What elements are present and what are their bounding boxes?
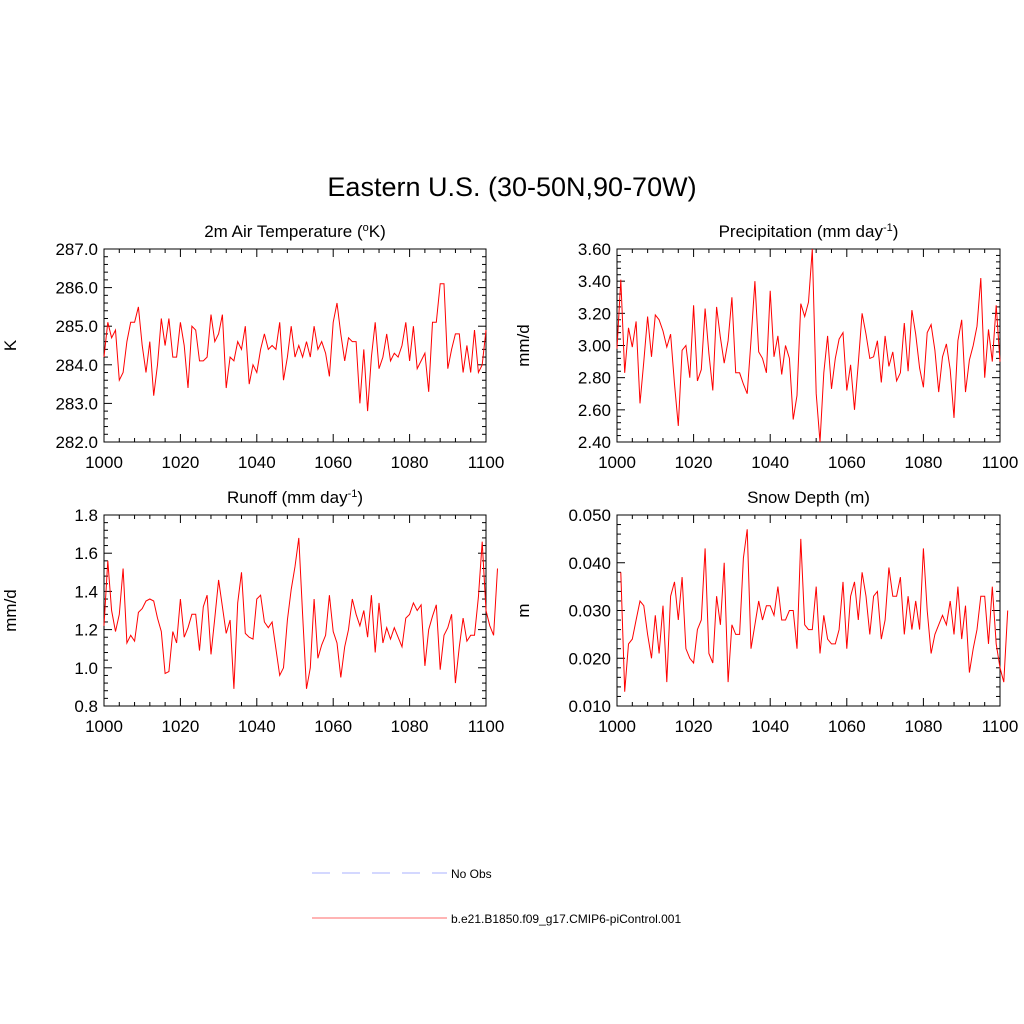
x-tick-label: 1060 <box>314 717 352 736</box>
series-line <box>616 248 1001 443</box>
y-tick-label: 0.040 <box>568 554 611 573</box>
series-line <box>103 283 487 412</box>
y-tick-label: 2.40 <box>578 433 611 452</box>
x-tick-label: 1080 <box>904 717 942 736</box>
y-tick-label: 3.40 <box>578 272 611 291</box>
y-tick-label: 286.0 <box>55 279 98 298</box>
x-tick-label: 1060 <box>314 453 352 472</box>
y-tick-label: 3.20 <box>578 304 611 323</box>
x-tick-label: 1040 <box>238 453 276 472</box>
x-tick-label: 1000 <box>598 453 636 472</box>
y-tick-label: 282.0 <box>55 433 98 452</box>
panel-1: 1000 1020 1040 1060 1080 1100 282.0 283.0 284.0 2… <box>1 222 504 472</box>
plot-frame <box>616 248 1001 443</box>
y-axis-label: mm/d <box>1 589 20 632</box>
panel-title: Runoff (mm day-1) <box>227 488 363 507</box>
series-line <box>103 537 498 689</box>
y-axis-label: mm/d <box>514 324 533 367</box>
y-tick-label: 2.80 <box>578 369 611 388</box>
panel-title: Snow Depth (m) <box>747 488 870 507</box>
x-tick-label: 1040 <box>751 717 789 736</box>
x-tick-label: 1100 <box>468 717 505 736</box>
legend-label-no-obs: No Obs <box>451 867 492 881</box>
y-tick-label: 3.00 <box>578 337 611 356</box>
x-tick-label: 1100 <box>982 717 1019 736</box>
x-tick-label: 1080 <box>391 453 429 472</box>
series-line <box>620 529 1009 692</box>
y-tick-label: 0.8 <box>74 697 98 716</box>
x-tick-label: 1080 <box>391 717 429 736</box>
x-tick-label: 1060 <box>828 717 866 736</box>
x-tick-label: 1020 <box>161 717 199 736</box>
y-tick-label: 283.0 <box>55 394 98 413</box>
x-tick-label: 1060 <box>828 453 866 472</box>
y-tick-label: 1.4 <box>74 582 98 601</box>
panel-4: 1000 1020 1040 1060 1080 1100 0.010 0.020 0.030 0… <box>514 488 1018 736</box>
y-tick-label: 284.0 <box>55 356 98 375</box>
panel-2: 1000 1020 1040 1060 1080 1100 2.40 2.60 2.80 3.00… <box>514 222 1018 472</box>
y-tick-label: 1.2 <box>74 621 98 640</box>
y-axis-label: m <box>514 603 533 617</box>
y-tick-label: 1.6 <box>74 544 98 563</box>
x-tick-label: 1100 <box>468 453 505 472</box>
x-tick-label: 1040 <box>751 453 789 472</box>
plot-frame <box>103 248 487 443</box>
panels: 1000 1020 1040 1060 1080 1100 282.0 283.0 284.0 2… <box>1 222 1018 736</box>
y-tick-label: 3.60 <box>578 240 611 259</box>
plot-frame <box>103 514 487 707</box>
y-tick-label: 0.010 <box>568 697 611 716</box>
x-tick-label: 1040 <box>238 717 276 736</box>
y-axis-label: K <box>1 339 20 351</box>
plot-frame <box>616 514 1001 707</box>
x-tick-label: 1020 <box>161 453 199 472</box>
x-tick-label: 1020 <box>675 717 713 736</box>
y-tick-label: 0.050 <box>568 506 611 525</box>
panel-title: 2m Air Temperature (oK) <box>204 222 386 241</box>
x-tick-label: 1000 <box>85 453 123 472</box>
y-tick-label: 2.60 <box>578 401 611 420</box>
x-tick-label: 1100 <box>982 453 1019 472</box>
y-tick-label: 1.8 <box>74 506 98 525</box>
x-tick-label: 1080 <box>904 453 942 472</box>
y-tick-label: 0.020 <box>568 649 611 668</box>
x-tick-label: 1000 <box>598 717 636 736</box>
x-tick-label: 1000 <box>85 717 123 736</box>
panel-3: 1000 1020 1040 1060 1080 1100 0.8 1.0 1.2 1.4 1.6 1… <box>1 488 504 736</box>
x-tick-label: 1020 <box>675 453 713 472</box>
legend: No Obs b.e21.B1850.f09_g17.CMIP6-piContr… <box>312 867 681 926</box>
legend-label-model: b.e21.B1850.f09_g17.CMIP6-piControl.001 <box>451 912 681 926</box>
figure-title: Eastern U.S. (30-50N,90-70W) <box>327 172 696 202</box>
y-tick-label: 285.0 <box>55 317 98 336</box>
panel-title: Precipitation (mm day-1) <box>719 222 899 241</box>
y-tick-label: 1.0 <box>74 659 98 678</box>
y-tick-label: 287.0 <box>55 240 98 259</box>
y-tick-label: 0.030 <box>568 602 611 621</box>
